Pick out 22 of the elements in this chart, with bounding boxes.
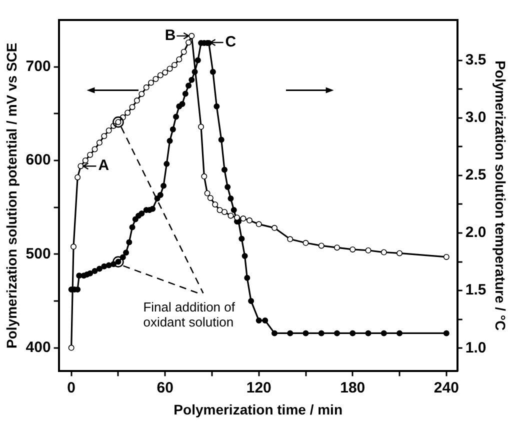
- annotation: A: [98, 157, 110, 174]
- y2-tick-label: 1.0: [465, 339, 486, 356]
- x-tick-label: 120: [246, 379, 272, 396]
- annotation: B: [164, 27, 176, 44]
- y-tick-label: 500: [26, 245, 51, 262]
- y2-tick-label: 2.0: [465, 224, 486, 242]
- y-tick-label: 400: [26, 338, 51, 356]
- y2-axis-title: Polymerization solution temperature / °C: [492, 60, 509, 331]
- y-tick-label: 700: [26, 58, 51, 75]
- y-tick-label: 600: [26, 152, 51, 169]
- y2-tick-label: 3.5: [465, 51, 486, 68]
- x-tick-label: 180: [340, 379, 366, 396]
- y2-tick-label: 1.5: [465, 282, 486, 299]
- annotation: C: [225, 34, 236, 51]
- x-tick-label: 0: [67, 379, 76, 396]
- x-tick-label: 240: [434, 379, 459, 396]
- annotation: Final addition of oxidant solution: [143, 299, 236, 330]
- y2-tick-label: 3.0: [465, 109, 486, 126]
- y2-tick-label: 2.5: [465, 166, 486, 184]
- x-axis-title: Polymerization time / min: [174, 401, 342, 418]
- x-tick-label: 60: [156, 379, 174, 396]
- y-axis-title: Polymerization solution potential / mV vs SCE: [3, 42, 20, 348]
